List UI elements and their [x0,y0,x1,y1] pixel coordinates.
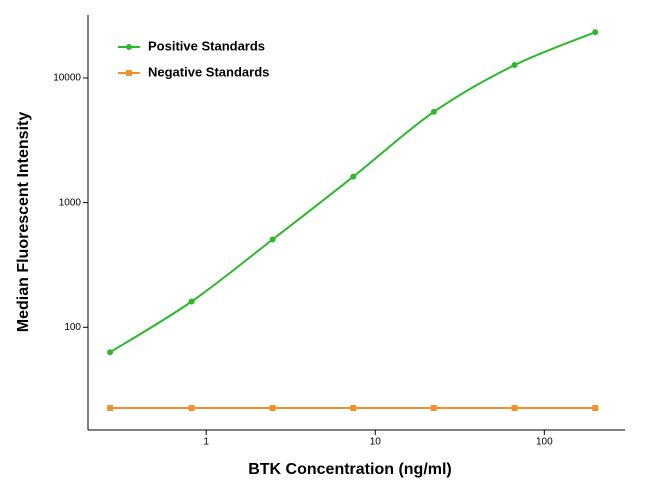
y-axis-title: Median Fluorescent Intensity [15,112,32,333]
marker [188,405,195,412]
legend-label: Positive Standards [148,38,265,53]
marker [269,405,276,412]
marker [188,298,195,305]
marker [350,405,357,412]
legend-marker [126,70,132,76]
marker [592,405,599,412]
marker [350,173,357,180]
x-axis-title: BTK Concentration (ng/ml) [248,461,452,478]
marker [430,108,437,115]
y-tick-label: 1000 [59,197,82,208]
marker [592,29,599,36]
marker [511,405,518,412]
marker [107,405,114,412]
y-tick-label: 100 [64,322,81,333]
series-line [109,31,596,354]
x-tick-label: 1 [203,437,209,448]
x-tick-label: 100 [536,437,553,448]
marker [269,236,276,243]
marker [107,349,114,356]
marker [430,405,437,412]
marker [511,62,518,69]
legend-marker [126,44,132,50]
legend-label: Negative Standards [148,64,269,79]
x-tick-label: 10 [370,437,382,448]
y-tick-label: 10000 [53,73,81,84]
